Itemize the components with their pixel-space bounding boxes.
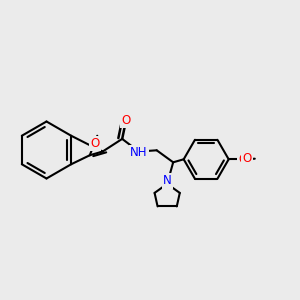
Text: O: O [238, 153, 248, 166]
Text: N: N [163, 174, 172, 188]
Text: O: O [91, 137, 100, 150]
Text: O: O [243, 150, 252, 164]
Text: O: O [242, 152, 251, 165]
Text: NH: NH [130, 146, 148, 159]
Text: O: O [122, 114, 131, 127]
